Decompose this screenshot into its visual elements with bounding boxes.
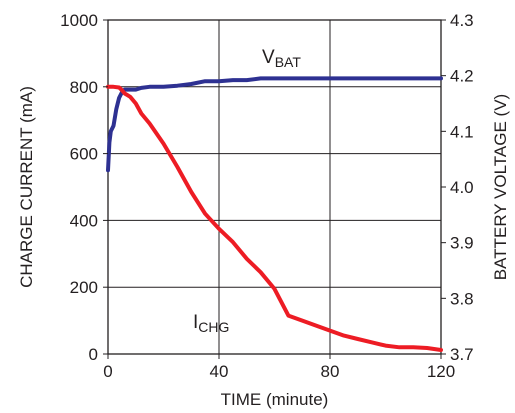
series-layer <box>106 76 443 352</box>
ichg-label-main: I <box>193 312 198 333</box>
series-line-ichg <box>106 84 443 352</box>
right-y-tick-label: 3.7 <box>450 345 474 364</box>
x-tick-label: 120 <box>427 362 455 381</box>
right-y-tick-label: 4.3 <box>450 11 474 30</box>
ichg-label-sub: CHG <box>198 319 229 335</box>
x-axis-label: TIME (minute) <box>221 390 329 409</box>
left-y-axis-label: CHARGE CURRENT (mA) <box>17 86 36 288</box>
right-y-tick-label: 3.9 <box>450 234 474 253</box>
right-y-tick-label: 4.1 <box>450 122 474 141</box>
left-y-tick-label: 400 <box>70 211 98 230</box>
left-y-tick-label: 600 <box>70 145 98 164</box>
left-y-tick-label: 0 <box>89 345 98 364</box>
x-tick-label: 80 <box>321 362 340 381</box>
series-line-vbat <box>106 76 443 173</box>
x-tick-label: 40 <box>210 362 229 381</box>
right-y-tick-label: 3.8 <box>450 289 474 308</box>
ichg-series-label: ICHG <box>193 312 229 335</box>
vbat-label-main: V <box>262 47 275 68</box>
left-y-tick-label: 200 <box>70 278 98 297</box>
left-y-tick-label: 1000 <box>60 11 98 30</box>
ticks-layer: 0 40 80 120 0 200 400 600 800 1000 3.7 3.8 3.9 4.0 4.1… <box>60 11 473 381</box>
right-y-tick-label: 4.0 <box>450 178 474 197</box>
x-tick-label: 0 <box>103 362 112 381</box>
vbat-label-sub: BAT <box>275 54 302 70</box>
left-y-tick-label: 800 <box>70 78 98 97</box>
right-y-axis-label: BATTERY VOLTAGE (V) <box>491 94 510 280</box>
vbat-series-label: VBAT <box>262 47 301 70</box>
right-y-tick-label: 4.2 <box>450 67 474 86</box>
grid-lines <box>107 19 442 355</box>
plot-frame <box>107 19 442 355</box>
